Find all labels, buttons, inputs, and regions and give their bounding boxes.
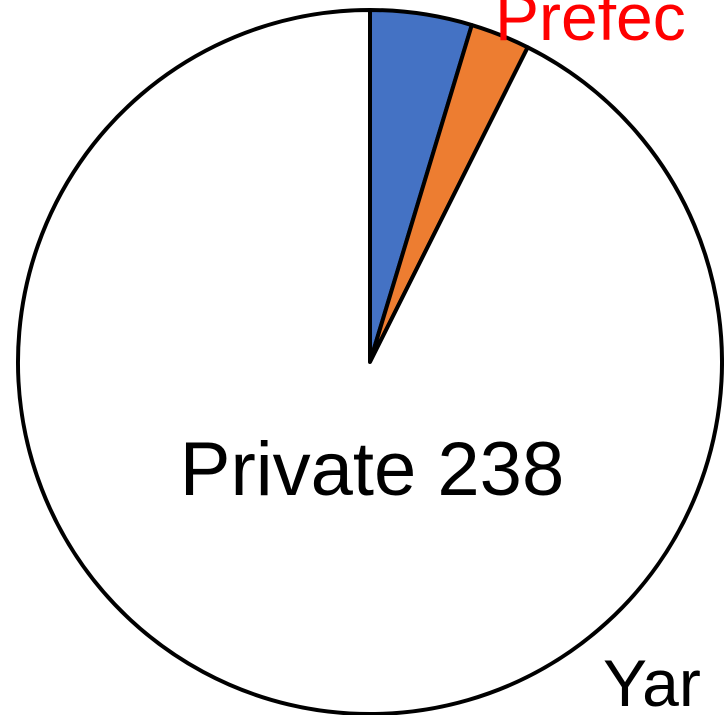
annotation: Prefec bbox=[495, 0, 686, 54]
data-label: Private 238 bbox=[180, 427, 564, 512]
pie-slice bbox=[16, 8, 724, 715]
annotation: Yar bbox=[603, 646, 701, 715]
